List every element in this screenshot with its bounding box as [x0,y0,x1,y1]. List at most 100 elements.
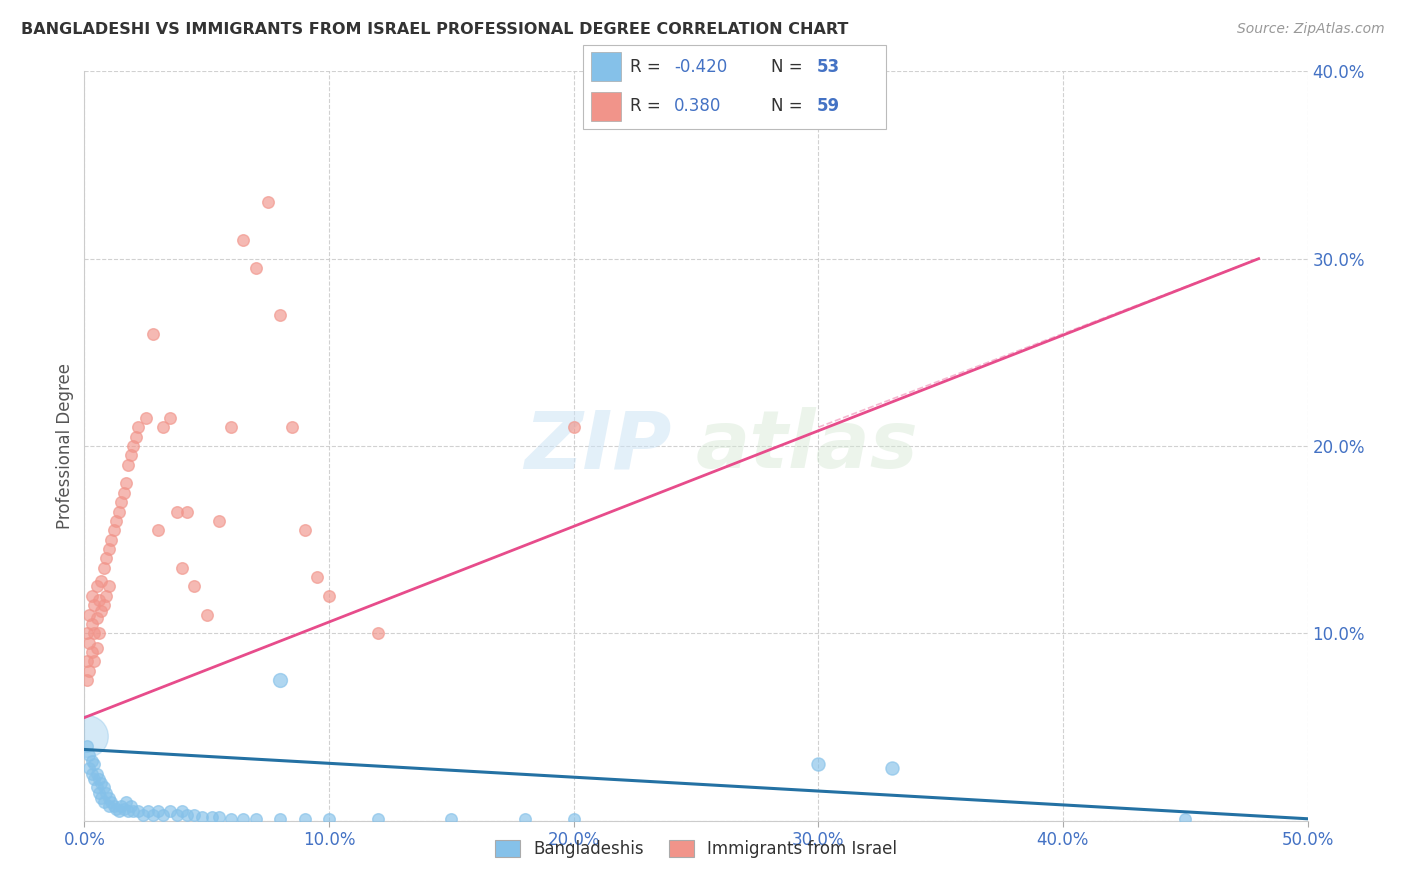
Point [110,798,132,813]
Point [172,805,194,819]
Point [127,420,149,434]
Point [367,812,389,826]
Point [86,641,108,656]
Text: N =: N = [770,58,808,76]
Point [90,791,112,805]
Point [152,420,174,434]
Point [77,635,100,649]
Point [76,673,98,688]
Point [90,776,112,790]
Point [880,761,903,775]
Point [100,795,122,809]
Point [159,411,181,425]
Point [83,599,105,613]
Point [183,808,205,822]
Text: BANGLADESHI VS IMMIGRANTS FROM ISRAEL PROFESSIONAL DEGREE CORRELATION CHART: BANGLADESHI VS IMMIGRANTS FROM ISRAEL PR… [21,22,848,37]
Point [1174,812,1197,826]
Point [87,592,110,607]
Point [219,812,242,826]
Point [93,780,115,794]
Point [245,812,267,826]
Point [152,808,174,822]
Point [142,808,165,822]
Point [80,617,103,632]
Point [269,812,291,826]
Point [80,754,103,768]
Point [367,626,389,640]
Point [100,533,122,547]
Point [125,430,148,444]
Point [135,411,157,425]
Point [112,802,135,816]
Point [86,611,108,625]
Point [107,805,129,819]
Point [146,805,169,819]
Point [191,810,214,824]
Point [146,524,169,538]
Point [117,458,139,472]
Point [269,673,291,688]
Point [232,812,254,826]
Point [117,805,139,819]
Point [183,580,205,594]
Point [96,551,118,566]
Point [110,495,132,509]
Point [208,514,231,528]
Point [86,580,108,594]
Point [76,626,98,640]
Point [76,739,98,753]
Point [232,233,254,247]
Point [83,772,105,787]
Point [80,645,103,659]
Text: 0.380: 0.380 [675,97,721,115]
Point [562,812,585,826]
Point [77,607,100,622]
Point [142,326,165,341]
Point [807,757,830,772]
Point [122,439,145,453]
Point [97,542,120,557]
Point [120,449,142,463]
Point [122,805,145,819]
Bar [591,53,621,81]
Point [305,570,328,584]
FancyBboxPatch shape [583,45,886,129]
Point [87,772,110,787]
Text: Source: ZipAtlas.com: Source: ZipAtlas.com [1237,22,1385,37]
Point [86,780,108,794]
Point [86,767,108,781]
Point [96,589,118,603]
Point [159,805,181,819]
Point [112,486,135,500]
Point [127,805,149,819]
Point [93,599,115,613]
Text: R =: R = [630,58,666,76]
Point [219,420,242,434]
Point [80,767,103,781]
Point [115,795,138,809]
Point [269,308,291,322]
Point [176,505,198,519]
Point [83,655,105,669]
Text: ZIP: ZIP [524,407,672,485]
Point [97,798,120,813]
Point [76,730,98,744]
Point [77,747,100,762]
Point [208,810,231,824]
Point [76,655,98,669]
Point [294,812,316,826]
Point [90,604,112,618]
Point [195,607,218,622]
Point [318,589,340,603]
Point [97,791,120,805]
Point [105,802,128,816]
Point [77,664,100,678]
Point [83,626,105,640]
Point [513,812,536,826]
Point [120,798,142,813]
Point [136,805,159,819]
Point [257,195,280,210]
Legend: Bangladeshis, Immigrants from Israel: Bangladeshis, Immigrants from Israel [488,833,904,864]
Point [176,808,198,822]
Point [132,808,155,822]
